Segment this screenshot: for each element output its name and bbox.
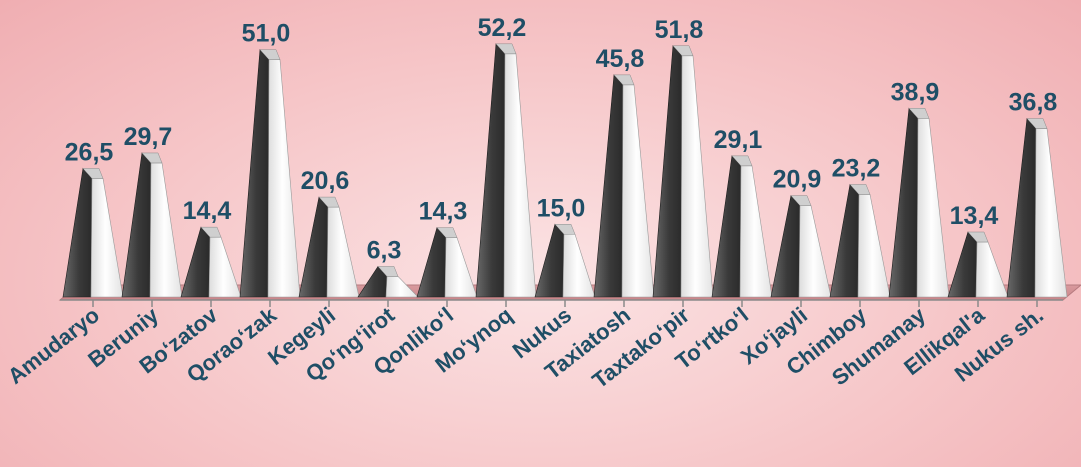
bar-qonliko-l [444,237,478,298]
bar-qo-ng-irot-top [377,266,399,277]
bar-taxtako-pir [680,55,714,298]
category-label-amudaryo: Amudaryo [3,302,104,389]
bar-amudaryo-top [82,168,104,179]
bar-nukus-sh-top [1026,118,1048,129]
bar-ellikqal-a [975,241,1009,298]
value-label-taxtako-pir: 51,8 [655,16,704,44]
bar-amudaryo [90,178,124,298]
value-label-to-rtko-l: 29,1 [714,126,763,154]
value-label-chimboy: 23,2 [832,154,881,182]
bars-group [62,43,1068,298]
bar-shumanay [916,118,950,298]
bar-xo-jayli [798,205,832,298]
bar-to-rtko-l-top [731,155,753,167]
bar-nukus-dark-face [534,223,565,298]
x-axis-ticks [92,300,1038,307]
value-label-bo-zatov: 14,4 [183,197,232,225]
value-label-qorao-zak: 51,0 [242,20,291,48]
bar-to-rtko-l-dark-face [711,155,742,298]
category-labels-group: AmudaryoBeruniyBo‘zatovQorao‘zakKegeyliQ… [3,302,1048,393]
value-label-qo-ng-irot: 6,3 [367,236,402,264]
bar-taxiatosh-top [613,74,635,86]
bar-bo-zatov-dark-face [180,226,211,298]
bar-beruniy-dark-face [121,152,152,298]
value-label-nukus-sh: 36,8 [1009,89,1058,117]
bar-nukus-top [554,224,576,235]
bar-nukus [562,233,596,298]
bar-chimboy [857,194,891,298]
bar-chimboy-dark-face [829,183,860,298]
bar-shumanay-dark-face [888,107,919,298]
bar-qorao-zak-top [259,49,281,60]
bar-amudaryo-dark-face [62,167,93,298]
value-labels-group: 26,5 29,7 14,4 51,0 20,6 6,3 14,3 52,2 15,0 45,8 5… [65,14,1058,265]
value-label-beruniy: 29,7 [124,123,173,151]
bar-kegeyli [326,206,360,298]
bar-bo-zatov [208,236,242,298]
value-label-amudaryo: 26,5 [65,138,114,166]
bar-kegeyli-top [318,196,340,208]
bar-chimboy-top [849,184,871,195]
value-label-nukus: 15,0 [537,194,586,222]
value-label-kegeyli: 20,6 [301,167,350,195]
bar-xo-jayli-dark-face [770,194,801,298]
bar-ellikqal-a-top [967,231,989,243]
value-label-mo-ynoq: 52,2 [478,14,527,42]
bar-taxtako-pir-dark-face [652,45,683,298]
bar-nukus-sh-dark-face [1006,117,1037,298]
bar-to-rtko-l [739,165,773,298]
bar-taxiatosh [621,84,655,298]
bar-qonliko-l-dark-face [416,227,447,298]
bar-mo-ynoq-dark-face [475,43,506,298]
value-label-shumanay: 38,9 [891,78,940,106]
bar-taxiatosh-dark-face [593,74,624,298]
bar-kegeyli-dark-face [298,196,329,298]
bar-shumanay-top [908,108,930,119]
bar-beruniy-top [141,152,163,164]
bar-mo-ynoq-top [495,43,517,55]
bar-beruniy [149,162,183,298]
bar-qorao-zak [267,59,301,298]
bar-ellikqal-a-dark-face [947,231,978,298]
bar-mo-ynoq [503,53,537,298]
bar-qonliko-l-top [436,227,458,238]
value-label-ellikqal-a: 13,4 [950,202,999,230]
value-label-taxiatosh: 45,8 [596,45,645,73]
bar-taxtako-pir-top [672,45,694,57]
value-label-xo-jayli: 20,9 [773,166,822,194]
bar-xo-jayli-top [790,195,812,206]
value-label-qonliko-l: 14,3 [419,198,468,226]
bar-bo-zatov-top [200,226,222,238]
bar-qorao-zak-dark-face [239,48,270,298]
bar-nukus-sh [1034,128,1068,298]
